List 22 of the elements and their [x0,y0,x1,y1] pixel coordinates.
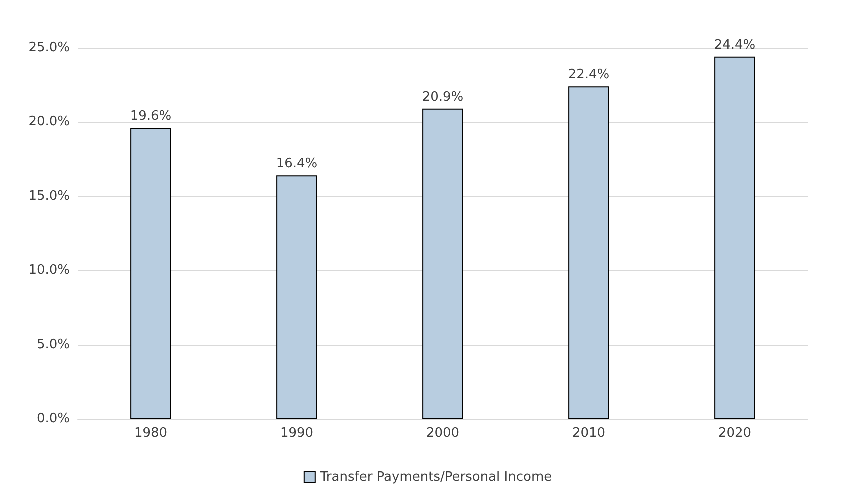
x-tick-label: 2000 [426,426,460,441]
y-tick-label: 25.0% [28,40,70,56]
bar [422,108,464,419]
y-tick-label: 0.0% [36,412,70,426]
data-label: 24.4% [714,38,756,53]
data-label: 19.6% [130,109,172,124]
bar [130,128,172,419]
y-tick-label: 10.0% [28,263,70,278]
y-tick-label: 5.0% [36,337,70,352]
y-tick-label: 15.0% [28,188,70,204]
x-tick-label: 2020 [718,426,752,441]
x-tick-label: 2010 [572,426,606,441]
x-tick-label: 1980 [134,426,168,441]
legend-label: Transfer Payments/Personal Income [319,470,552,485]
data-label: 20.9% [422,90,464,105]
y-tick-label: 20.0% [28,114,70,130]
x-tick-label: 1990 [280,426,314,441]
bar [568,86,610,419]
bar [276,176,318,419]
data-label: 16.4% [276,156,318,172]
data-label: 22.4% [568,68,610,83]
bar [714,56,756,419]
